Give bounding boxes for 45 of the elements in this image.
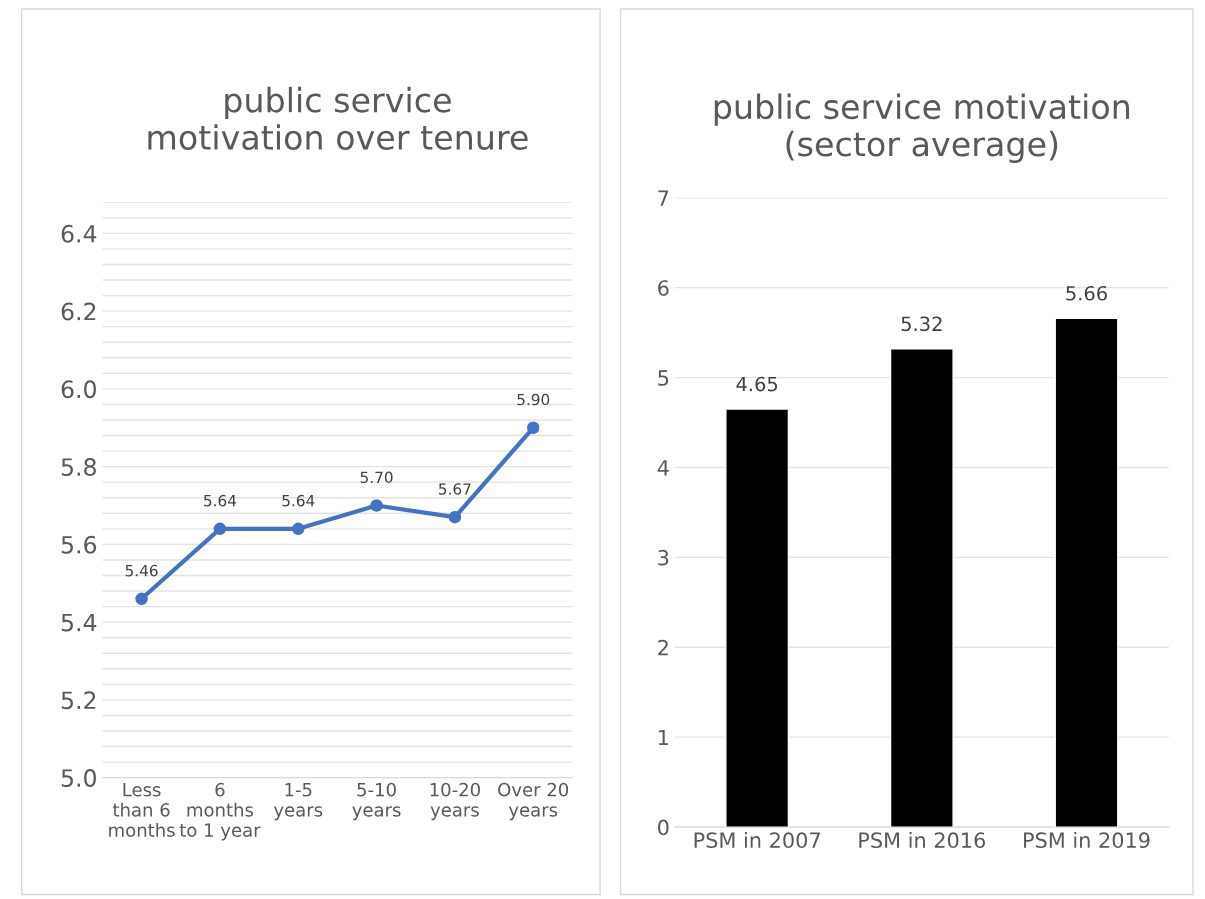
- y-tick-label: 6.2: [61, 302, 96, 321]
- x-tick-label: 10-20 years: [430, 782, 480, 821]
- y-tick-label: 0: [658, 819, 669, 836]
- data-label: 5.66: [1066, 285, 1107, 301]
- y-tick-label: 2: [658, 639, 668, 656]
- x-tick-label: 5-10 years: [352, 782, 401, 821]
- x-tick-label: 6 months to 1 year: [179, 782, 261, 841]
- y-tick-label: 5.2: [61, 691, 96, 710]
- y-tick-label: 5.6: [61, 535, 97, 554]
- point: [526, 421, 540, 435]
- y-tick-label: 6.0: [61, 380, 96, 399]
- bar: [889, 348, 954, 828]
- y-tick-label: 3: [658, 549, 669, 566]
- point: [370, 499, 383, 512]
- bar: [1054, 317, 1119, 828]
- text: 5.46: [125, 564, 158, 577]
- x-tick-label: Less than 6 months: [109, 783, 175, 837]
- y-tick-label: 1: [658, 729, 669, 746]
- x-tick-label: PSM in 2016: [859, 831, 986, 849]
- x-tick-label: PSM in 2019: [1024, 831, 1150, 849]
- text: 5.70: [360, 471, 393, 484]
- data-label: 5.32: [901, 316, 942, 332]
- bar: [725, 408, 790, 828]
- text: 5.64: [282, 494, 315, 507]
- y-tick-label: 6: [658, 280, 669, 296]
- point: [213, 522, 227, 536]
- y-tick-label: 4: [657, 460, 669, 476]
- chart-title: public service motivation over tenure: [148, 86, 528, 150]
- chart-title: public service motivation (sector average): [714, 93, 1130, 164]
- text: 5.90: [517, 393, 550, 406]
- point: [291, 522, 305, 536]
- y-tick-label: 5.8: [61, 458, 96, 476]
- text: 5.64: [204, 494, 237, 507]
- text: 5.67: [439, 483, 471, 495]
- x-tick-label: PSM in 2007: [694, 831, 820, 849]
- x-tick-label: Over 20 years: [498, 782, 569, 821]
- point: [135, 592, 148, 606]
- data-label: 4.65: [736, 376, 778, 392]
- point: [448, 510, 462, 524]
- y-tick-label: 6.4: [61, 224, 97, 243]
- x-tick-label: 1-5 years: [273, 783, 323, 821]
- y-tick-label: 5.4: [61, 613, 97, 632]
- y-tick-label: 5: [658, 370, 669, 386]
- y-tick-label: 5.0: [61, 769, 96, 787]
- y-tick-label: 7: [658, 190, 669, 206]
